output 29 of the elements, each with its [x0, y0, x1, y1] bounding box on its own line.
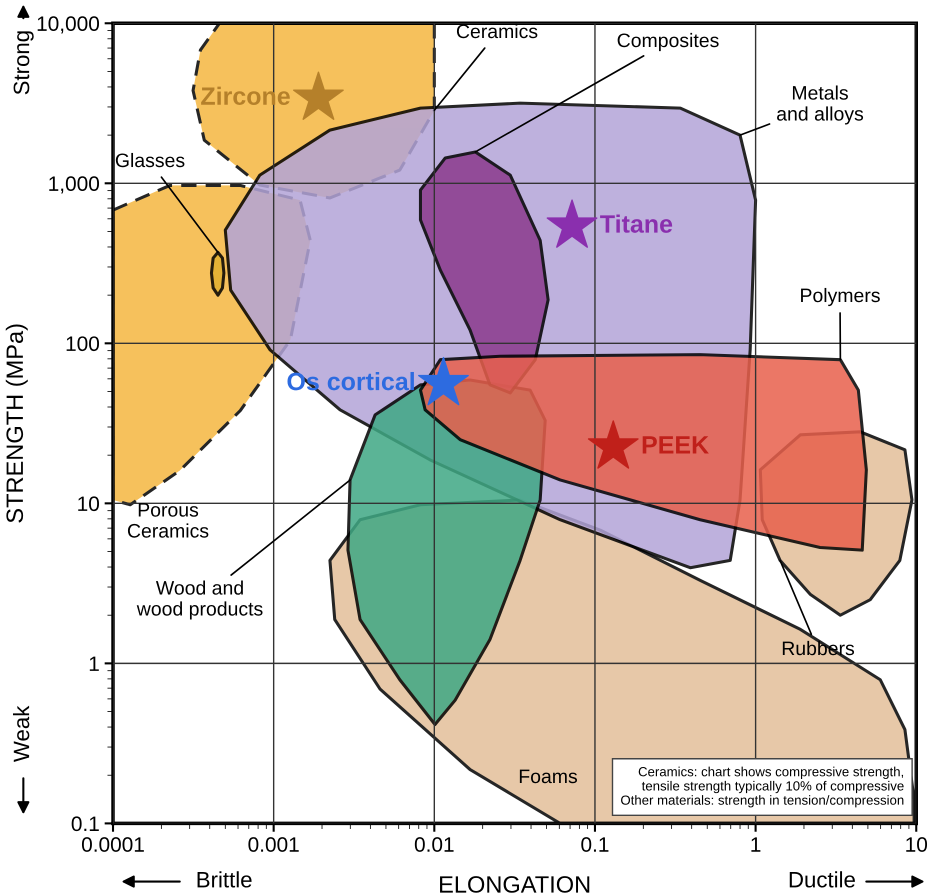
text: Weak — [12, 706, 30, 762]
series-label: Metals and alloys — [777, 85, 864, 125]
x-tick-label: 0.1 — [581, 837, 608, 852]
y-tick-label: 10,000 — [38, 16, 100, 34]
series-label: Porous Ceramics — [128, 503, 208, 538]
series-label: Foams — [520, 770, 578, 784]
series-label: Titane — [600, 214, 672, 233]
x-tick-label: 10 — [906, 837, 928, 852]
y-tick-label: 1 — [90, 656, 99, 671]
series-label: Ceramics — [456, 24, 538, 38]
x-tick-label: 0.001 — [248, 837, 299, 852]
text: Polymers — [801, 288, 880, 306]
y-axis-title: STRENGTH (MPa) — [6, 324, 28, 523]
text: Wood and wood products — [136, 580, 263, 620]
annotation: Ceramics: chart shows compressive strength, tensile strength typically 10% of compressive Other materials: strength in tension/compression — [621, 766, 904, 808]
y-tick-label: 1,000 — [49, 176, 100, 194]
x-axis-title: ELONGATION — [440, 876, 590, 893]
text: Composites — [618, 32, 719, 52]
text: Strong — [14, 31, 34, 94]
y-tick-label: 10 — [78, 496, 100, 512]
y-tick-label: 100 — [66, 336, 100, 352]
text: Brittle — [198, 871, 252, 888]
x-tick-label: 1 — [751, 837, 760, 852]
text: Glasses — [116, 152, 184, 168]
text: Ductile — [790, 871, 855, 888]
y-tick-label: 0.1 — [72, 816, 99, 832]
x-tick-label: 0.0001 — [82, 837, 144, 852]
x-tick-label: 0.01 — [414, 837, 454, 852]
series-label: PEEK — [642, 436, 709, 454]
